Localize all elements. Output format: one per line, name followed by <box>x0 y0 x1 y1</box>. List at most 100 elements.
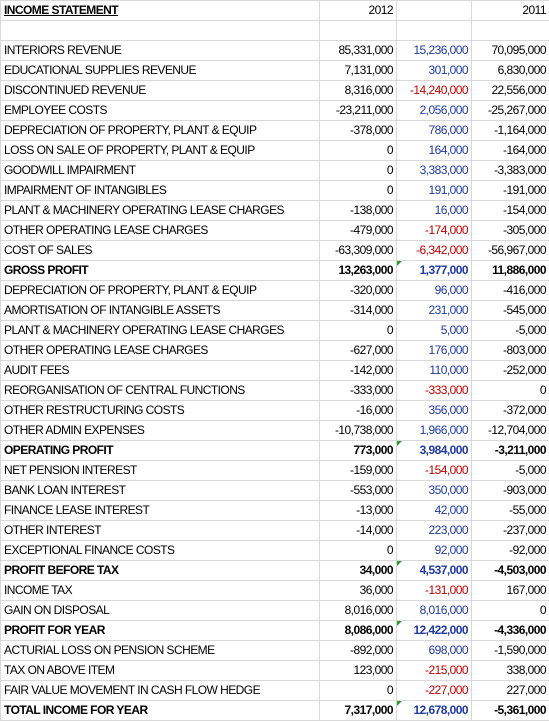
value-2012-cell[interactable]: -553,000 <box>319 480 397 501</box>
value-2011-cell[interactable]: 6,830,000 <box>471 60 549 81</box>
variance-cell[interactable]: 3,984,000 <box>396 440 472 461</box>
row-label-cell[interactable]: COST OF SALES <box>0 240 320 261</box>
variance-cell[interactable]: 786,000 <box>396 120 472 141</box>
variance-cell[interactable]: 191,000 <box>396 180 472 201</box>
statement-title[interactable]: INCOME STATEMENT <box>0 0 320 21</box>
row-label-cell[interactable]: GROSS PROFIT <box>0 260 320 281</box>
value-2011-cell[interactable]: -252,000 <box>471 360 549 381</box>
value-2012-cell[interactable]: 85,331,000 <box>319 40 397 61</box>
value-2011-cell[interactable]: -56,967,000 <box>471 240 549 261</box>
value-2011-cell[interactable]: -416,000 <box>471 280 549 301</box>
value-2012-cell[interactable]: -142,000 <box>319 360 397 381</box>
value-2011-cell[interactable]: 227,000 <box>471 680 549 701</box>
row-label-cell[interactable]: DEPRECIATION OF PROPERTY, PLANT & EQUIP <box>0 120 320 141</box>
row-label-cell[interactable]: DEPRECIATION OF PROPERTY, PLANT & EQUIP <box>0 280 320 301</box>
value-2012-cell[interactable]: -314,000 <box>319 300 397 321</box>
variance-cell[interactable]: 16,000 <box>396 200 472 221</box>
value-2012-cell[interactable]: 7,131,000 <box>319 60 397 81</box>
variance-cell[interactable]: 4,537,000 <box>396 560 472 581</box>
row-label-cell[interactable]: DISCONTINUED REVENUE <box>0 80 320 101</box>
variance-cell[interactable]: -14,240,000 <box>396 80 472 101</box>
value-2012-cell[interactable]: -892,000 <box>319 640 397 661</box>
value-2012-cell[interactable]: -16,000 <box>319 400 397 421</box>
empty-cell[interactable] <box>396 20 472 41</box>
value-2012-cell[interactable]: -479,000 <box>319 220 397 241</box>
value-2011-cell[interactable]: -92,000 <box>471 540 549 561</box>
row-label-cell[interactable]: GAIN ON DISPOSAL <box>0 600 320 621</box>
year-2012-header[interactable]: 2012 <box>319 0 397 21</box>
row-label-cell[interactable]: IMPAIRMENT OF INTANGIBLES <box>0 180 320 201</box>
value-2011-cell[interactable]: 338,000 <box>471 660 549 681</box>
value-2011-cell[interactable]: -5,000 <box>471 320 549 341</box>
value-2011-cell[interactable]: 11,886,000 <box>471 260 549 281</box>
value-2012-cell[interactable]: 13,263,000 <box>319 260 397 281</box>
value-2012-cell[interactable]: -138,000 <box>319 200 397 221</box>
variance-cell[interactable]: -6,342,000 <box>396 240 472 261</box>
variance-cell[interactable]: -154,000 <box>396 460 472 481</box>
row-label-cell[interactable]: EMPLOYEE COSTS <box>0 100 320 121</box>
value-2011-cell[interactable]: 0 <box>471 600 549 621</box>
value-2011-cell[interactable]: -372,000 <box>471 400 549 421</box>
value-2011-cell[interactable]: -25,267,000 <box>471 100 549 121</box>
variance-cell[interactable]: 1,966,000 <box>396 420 472 441</box>
value-2011-cell[interactable]: -545,000 <box>471 300 549 321</box>
value-2011-cell[interactable]: -5,361,000 <box>471 700 549 721</box>
value-2012-cell[interactable]: -378,000 <box>319 120 397 141</box>
row-label-cell[interactable]: PLANT & MACHINERY OPERATING LEASE CHARGE… <box>0 320 320 341</box>
variance-cell[interactable]: 176,000 <box>396 340 472 361</box>
row-label-cell[interactable]: NET PENSION INTEREST <box>0 460 320 481</box>
value-2012-cell[interactable]: 123,000 <box>319 660 397 681</box>
value-2011-cell[interactable]: 167,000 <box>471 580 549 601</box>
row-label-cell[interactable]: PROFIT BEFORE TAX <box>0 560 320 581</box>
value-2012-cell[interactable]: 8,016,000 <box>319 600 397 621</box>
value-2011-cell[interactable]: -803,000 <box>471 340 549 361</box>
value-2011-cell[interactable]: -154,000 <box>471 200 549 221</box>
value-2011-cell[interactable]: 0 <box>471 380 549 401</box>
variance-cell[interactable]: 12,678,000 <box>396 700 472 721</box>
variance-cell[interactable]: 3,383,000 <box>396 160 472 181</box>
row-label-cell[interactable]: EXCEPTIONAL FINANCE COSTS <box>0 540 320 561</box>
year-2011-header[interactable]: 2011 <box>471 0 549 21</box>
value-2012-cell[interactable]: -63,309,000 <box>319 240 397 261</box>
value-2011-cell[interactable]: -305,000 <box>471 220 549 241</box>
row-label-cell[interactable]: OTHER OPERATING LEASE CHARGES <box>0 220 320 241</box>
variance-cell[interactable]: 92,000 <box>396 540 472 561</box>
variance-cell[interactable]: 301,000 <box>396 60 472 81</box>
variance-cell[interactable]: -131,000 <box>396 580 472 601</box>
value-2011-cell[interactable]: -3,211,000 <box>471 440 549 461</box>
row-label-cell[interactable]: LOSS ON SALE OF PROPERTY, PLANT & EQUIP <box>0 140 320 161</box>
variance-cell[interactable]: 2,056,000 <box>396 100 472 121</box>
row-label-cell[interactable]: INCOME TAX <box>0 580 320 601</box>
value-2011-cell[interactable]: -4,503,000 <box>471 560 549 581</box>
value-2012-cell[interactable]: 0 <box>319 320 397 341</box>
variance-cell[interactable]: 223,000 <box>396 520 472 541</box>
value-2011-cell[interactable]: 70,095,000 <box>471 40 549 61</box>
empty-cell[interactable] <box>0 20 320 41</box>
variance-cell[interactable]: 15,236,000 <box>396 40 472 61</box>
variance-cell[interactable]: -215,000 <box>396 660 472 681</box>
value-2011-cell[interactable]: -1,164,000 <box>471 120 549 141</box>
row-label-cell[interactable]: AMORTISATION OF INTANGIBLE ASSETS <box>0 300 320 321</box>
value-2011-cell[interactable]: -12,704,000 <box>471 420 549 441</box>
variance-cell[interactable]: 1,377,000 <box>396 260 472 281</box>
variance-cell[interactable]: 96,000 <box>396 280 472 301</box>
variance-cell[interactable]: 110,000 <box>396 360 472 381</box>
row-label-cell[interactable]: OTHER ADMIN EXPENSES <box>0 420 320 441</box>
value-2012-cell[interactable]: -23,211,000 <box>319 100 397 121</box>
value-2012-cell[interactable]: -627,000 <box>319 340 397 361</box>
row-label-cell[interactable]: GOODWILL IMPAIRMENT <box>0 160 320 181</box>
value-2011-cell[interactable]: -3,383,000 <box>471 160 549 181</box>
value-2011-cell[interactable]: -4,336,000 <box>471 620 549 641</box>
variance-cell[interactable]: 231,000 <box>396 300 472 321</box>
value-2012-cell[interactable]: -13,000 <box>319 500 397 521</box>
row-label-cell[interactable]: OPERATING PROFIT <box>0 440 320 461</box>
variance-cell[interactable]: 698,000 <box>396 640 472 661</box>
value-2011-cell[interactable]: -55,000 <box>471 500 549 521</box>
row-label-cell[interactable]: TOTAL INCOME FOR YEAR <box>0 700 320 721</box>
value-2011-cell[interactable]: -237,000 <box>471 520 549 541</box>
value-2012-cell[interactable]: 36,000 <box>319 580 397 601</box>
row-label-cell[interactable]: EDUCATIONAL SUPPLIES REVENUE <box>0 60 320 81</box>
variance-header[interactable] <box>396 0 472 21</box>
value-2011-cell[interactable]: -5,000 <box>471 460 549 481</box>
variance-cell[interactable]: 12,422,000 <box>396 620 472 641</box>
